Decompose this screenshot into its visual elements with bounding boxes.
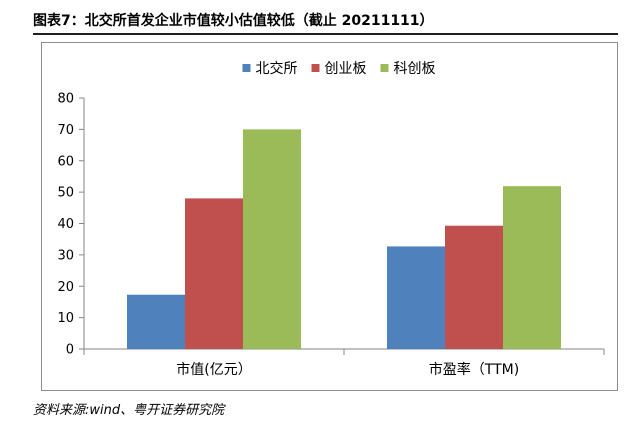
y-tick-label: 30 bbox=[57, 248, 74, 263]
y-tick-label: 10 bbox=[57, 311, 74, 326]
bar-1-1 bbox=[127, 294, 185, 349]
legend-label-2: 创业板 bbox=[325, 61, 367, 77]
y-tick-label: 80 bbox=[57, 92, 74, 107]
y-tick-label: 70 bbox=[57, 123, 74, 138]
bar-3-2 bbox=[503, 186, 561, 349]
legend-swatch-2 bbox=[311, 64, 320, 72]
y-tick-label: 20 bbox=[57, 280, 74, 295]
bar-3-1 bbox=[243, 129, 301, 349]
x-axis: 市值(亿元） 市盈率（TTM) bbox=[83, 348, 605, 378]
legend-swatch-3 bbox=[380, 64, 389, 72]
x-category-label: 市值(亿元） bbox=[176, 361, 251, 378]
legend-label-1: 北交所 bbox=[256, 60, 298, 77]
y-tick-label: 50 bbox=[57, 186, 74, 201]
legend: 北交所 创业板 科创板 bbox=[242, 60, 436, 77]
y-tick-label: 60 bbox=[57, 154, 74, 169]
bar-1-2 bbox=[387, 246, 445, 349]
y-tick-label: 40 bbox=[57, 217, 74, 232]
x-category-label: 市盈率（TTM) bbox=[429, 361, 519, 378]
bar-2-2 bbox=[445, 225, 503, 349]
bar-2-1 bbox=[185, 198, 243, 349]
legend-label-3: 科创板 bbox=[394, 61, 436, 77]
title-rule bbox=[33, 33, 618, 35]
bars bbox=[127, 129, 561, 349]
source-note: 资料来源:wind、粤开证券研究院 bbox=[33, 403, 225, 418]
legend-swatch-1 bbox=[242, 64, 251, 72]
y-tick-label: 0 bbox=[66, 343, 74, 358]
figure-title: 图表7：北交所首发企业市值较小估值较低（截止 20211111） bbox=[33, 13, 434, 29]
y-axis: 0 10 20 30 40 50 60 70 80 bbox=[57, 92, 85, 358]
